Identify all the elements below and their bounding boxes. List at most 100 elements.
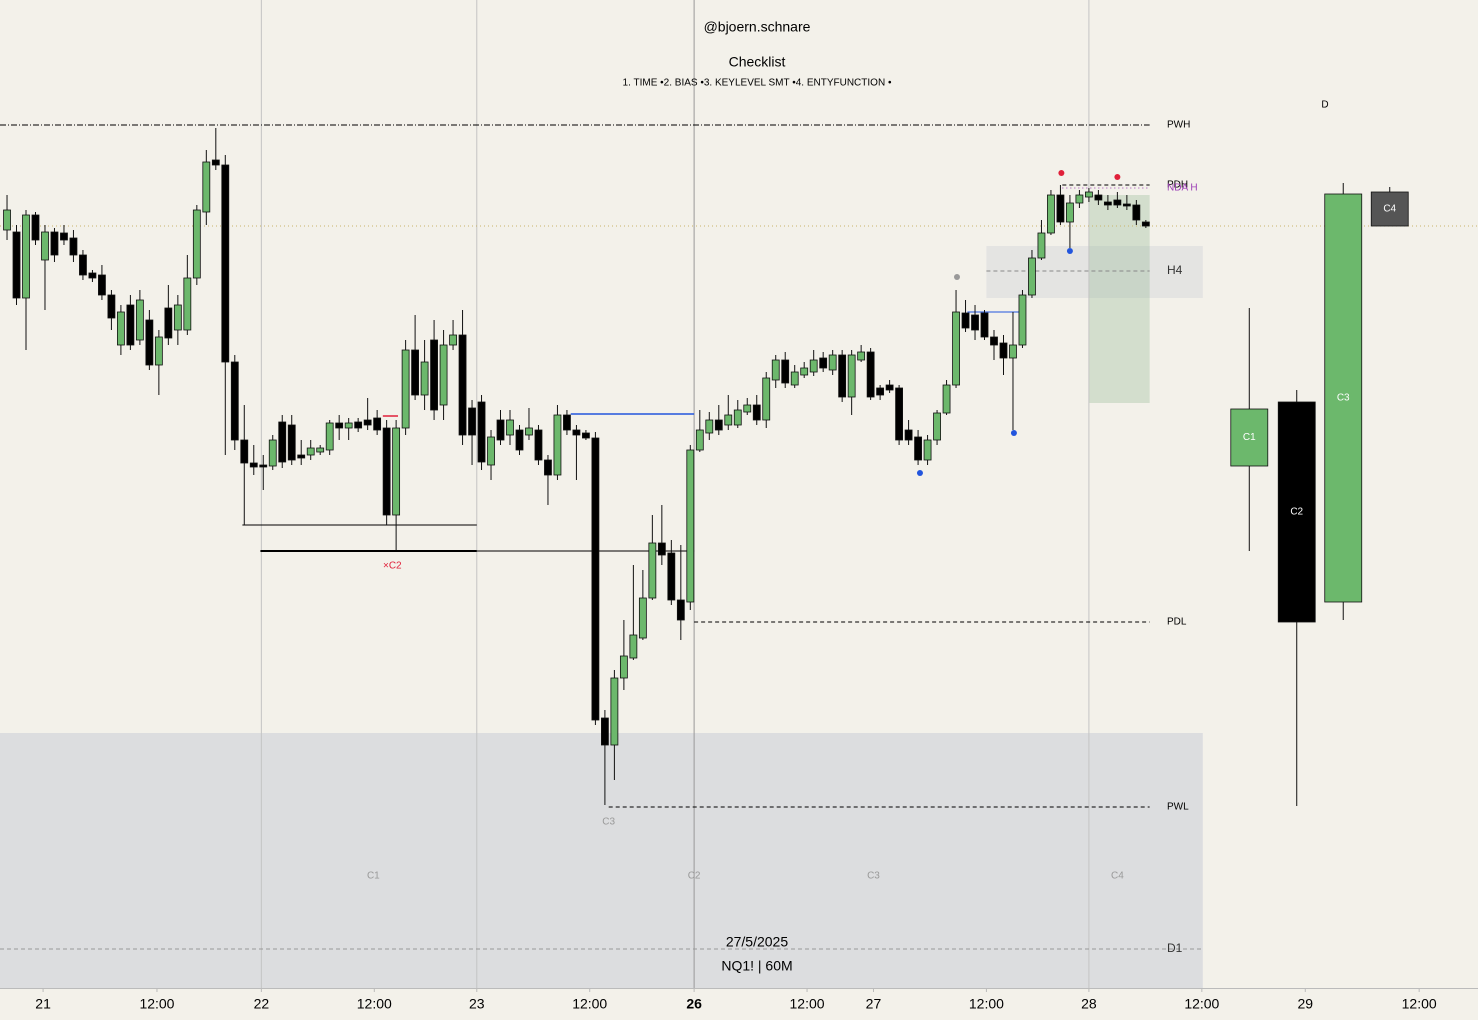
candle-body	[771, 359, 780, 381]
checklist-title: Checklist	[729, 54, 786, 70]
candle-body	[610, 677, 619, 746]
candle-body	[933, 412, 941, 441]
candle-body	[60, 232, 68, 241]
zones	[0, 195, 1203, 988]
candle-body	[1132, 204, 1141, 221]
candle-body	[657, 542, 666, 556]
candle-body	[145, 319, 154, 366]
candle-body	[297, 454, 306, 459]
candle-body	[638, 597, 647, 639]
candle-body	[126, 304, 135, 346]
x-tick-label: 22	[254, 996, 270, 1012]
candle-body	[838, 354, 847, 398]
marker-dot	[1058, 170, 1065, 176]
candle-body	[866, 351, 875, 398]
candle-body	[743, 404, 752, 413]
candle-body	[971, 314, 979, 331]
candle-body	[3, 209, 11, 231]
candle-body	[230, 361, 239, 441]
candle-body	[1094, 194, 1103, 201]
x-tick-label: 12:00	[572, 996, 607, 1012]
candle-body	[363, 419, 372, 426]
candle-body	[515, 429, 524, 451]
candle-body	[211, 159, 220, 166]
candle-body	[800, 367, 809, 376]
candle-body	[601, 717, 609, 746]
candle-body	[1009, 344, 1017, 359]
annotation: C3	[867, 871, 880, 882]
candle-body	[1047, 194, 1055, 234]
candle-body	[154, 336, 163, 366]
candle-body	[667, 552, 676, 601]
candle-body	[335, 422, 344, 429]
candle-body	[1230, 408, 1269, 467]
marker-dot	[1114, 174, 1121, 180]
candle-body	[999, 342, 1008, 359]
x-tick-label: 12:00	[1184, 996, 1219, 1012]
candle-body	[648, 542, 657, 599]
candle-body	[790, 371, 799, 386]
candle-body	[724, 414, 733, 426]
x-tick-label: 28	[1081, 996, 1097, 1012]
candle-body	[1277, 401, 1316, 623]
candle-body	[477, 401, 486, 463]
candle-body	[12, 231, 21, 299]
handle: @bjoern.schnare	[704, 19, 811, 35]
candle-body	[506, 419, 514, 436]
candle-body	[88, 272, 97, 279]
x-tick-label: 12:00	[357, 996, 392, 1012]
symbol: NQ1! | 60M	[721, 958, 792, 974]
candle-body	[79, 254, 87, 276]
candle-body	[458, 334, 467, 436]
candle-body	[439, 344, 448, 406]
candle-body	[278, 421, 287, 463]
candle-body	[411, 349, 420, 396]
candle-body	[164, 307, 173, 339]
zone	[1088, 195, 1150, 403]
timeframe-marker: D	[1321, 100, 1328, 111]
candle-body	[202, 161, 211, 213]
candle-body	[325, 422, 334, 451]
candle-body	[733, 409, 742, 426]
level-label: PDH	[1167, 180, 1188, 191]
candle-body	[173, 304, 182, 331]
candle-body	[904, 429, 913, 441]
candle-body	[572, 429, 581, 436]
candle-body	[1066, 202, 1074, 223]
candle-body	[392, 427, 401, 516]
candle-body	[857, 351, 866, 361]
candle-body	[563, 414, 571, 431]
marker-dot	[1066, 248, 1073, 254]
marker-dot	[953, 274, 960, 280]
candle-body	[847, 354, 856, 398]
candle-body	[705, 419, 714, 434]
x-tick-label: 29	[1297, 996, 1313, 1012]
candle-body	[619, 655, 628, 679]
candle-body	[676, 599, 685, 621]
date: 27/5/2025	[726, 934, 788, 950]
x-tick-label: 12:00	[790, 996, 825, 1012]
candle-body	[449, 334, 457, 346]
candle-body	[107, 294, 116, 319]
candle-body	[22, 214, 30, 299]
candle-body	[582, 432, 590, 439]
candle-body	[268, 439, 277, 467]
annotation: C1	[367, 871, 380, 882]
candle-body	[961, 312, 970, 329]
candle-body	[819, 357, 828, 369]
candle-body	[373, 417, 382, 431]
level-label: PWH	[1167, 120, 1190, 131]
candle-body	[1370, 191, 1409, 227]
annotation: C4	[1111, 871, 1124, 882]
candle-body	[895, 387, 903, 441]
candle-body	[50, 231, 59, 256]
candle-body	[762, 377, 771, 421]
x-tick-label: 27	[866, 996, 882, 1012]
zone	[0, 733, 1203, 988]
x-tick-label: 12:00	[969, 996, 1004, 1012]
candle-body	[629, 634, 638, 659]
candle-body	[316, 447, 325, 453]
htf-label: C3	[1337, 393, 1350, 404]
level-label: D1	[1167, 941, 1183, 955]
level-label: NDA H	[1167, 183, 1198, 194]
